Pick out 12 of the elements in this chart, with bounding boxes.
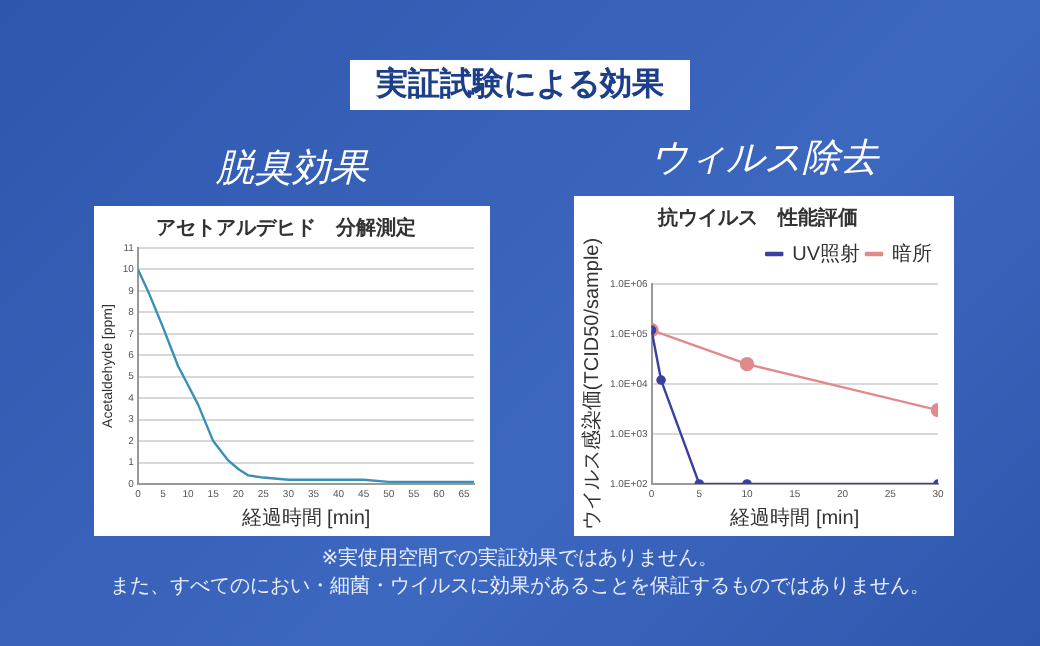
text: ※実使用空間での実証効果ではありません。	[319, 546, 721, 574]
text: また、すべてのにおい・細菌・ウイルスに効果があることを保証するものではありません。	[108, 574, 932, 602]
legend-label: UV照射	[792, 241, 861, 266]
x-axis-title: 経過時間 [min]	[239, 505, 371, 530]
y-axis-title: ウイルス感染価(TCID50/sample)	[579, 237, 604, 531]
chart-subtitle: アセトアルデヒド 分解測定	[156, 215, 416, 240]
legend-label: 暗所	[892, 241, 932, 266]
x-axis-title: 経過時間 [min]	[728, 505, 860, 530]
chart-subtitle: 抗ウイルス 性能評価	[656, 205, 858, 230]
chart-title: ウィルス除去	[648, 134, 882, 184]
chart-title: 脱臭効果	[214, 144, 371, 194]
text: 実証試験による効果	[350, 60, 690, 110]
